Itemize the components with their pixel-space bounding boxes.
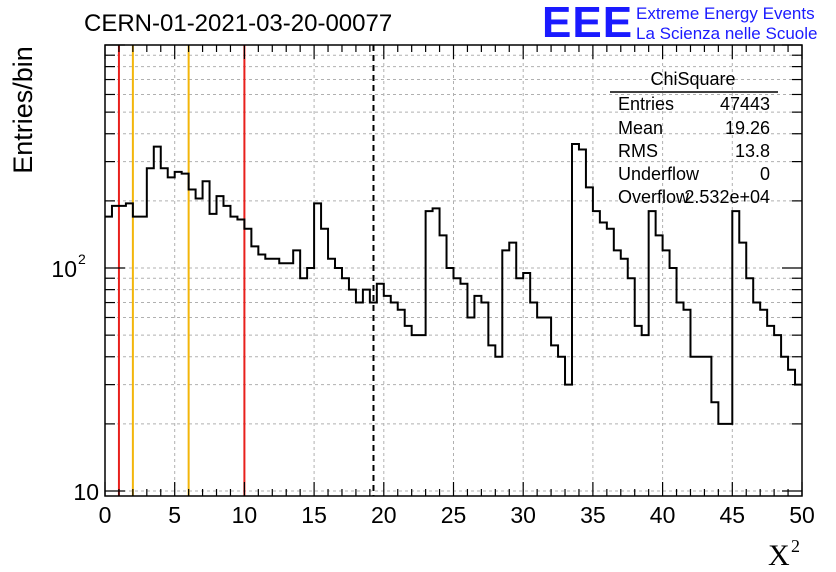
y-axis-label: Entries/bin [8,46,38,174]
x-tick-label: 20 [371,502,397,528]
x-tick-label: 15 [301,502,327,528]
x-tick-label: 45 [720,502,746,528]
x-tick-label: 35 [580,502,606,528]
stats-value-overflow: 2.532e+04 [684,187,770,207]
y-tick-label: 10 [73,479,99,505]
stats-label-rms: RMS [618,141,658,161]
eee-logo-line2: La Scienza nelle Scuole [636,24,818,43]
x-tick-label: 5 [168,502,181,528]
marker-lines [117,45,375,496]
stats-label-mean: Mean [618,118,663,138]
x-tick-label: 30 [510,502,536,528]
stats-value-rms: 13.8 [735,141,770,161]
x-tick-label: 0 [99,502,112,528]
y-tick-label-exponent: 2 [78,251,86,267]
y-tick-label: 10 [51,256,77,282]
stats-value-mean: 19.26 [725,118,770,138]
stats-label-entries: Entries [618,94,674,114]
stats-box: ChiSquare Entries 47443 Mean 19.26 RMS 1… [610,69,778,207]
stats-label-underflow: Underflow [618,164,700,184]
x-axis-label: X 2 [768,536,800,572]
stats-title: ChiSquare [650,69,735,89]
eee-logo-mark: EEE [542,0,634,47]
stats-label-overflow: Overflow [618,187,690,207]
x-tick-label: 25 [441,502,467,528]
histogram-series [105,142,802,425]
stats-value-underflow: 0 [760,164,770,184]
chart-title: CERN-01-2021-03-20-00077 [84,10,393,37]
eee-logo-line1: Extreme Energy Events [636,4,815,23]
x-tick-label: 10 [232,502,258,528]
x-axis-label-sup: 2 [791,536,800,556]
stats-value-entries: 47443 [720,94,770,114]
x-tick-label: 50 [789,502,815,528]
eee-logo: EEE Extreme Energy Events La Scienza nel… [542,0,832,47]
axis-ticks [104,44,803,496]
x-axis-label-base: X [768,539,790,572]
x-tick-label: 40 [650,502,676,528]
